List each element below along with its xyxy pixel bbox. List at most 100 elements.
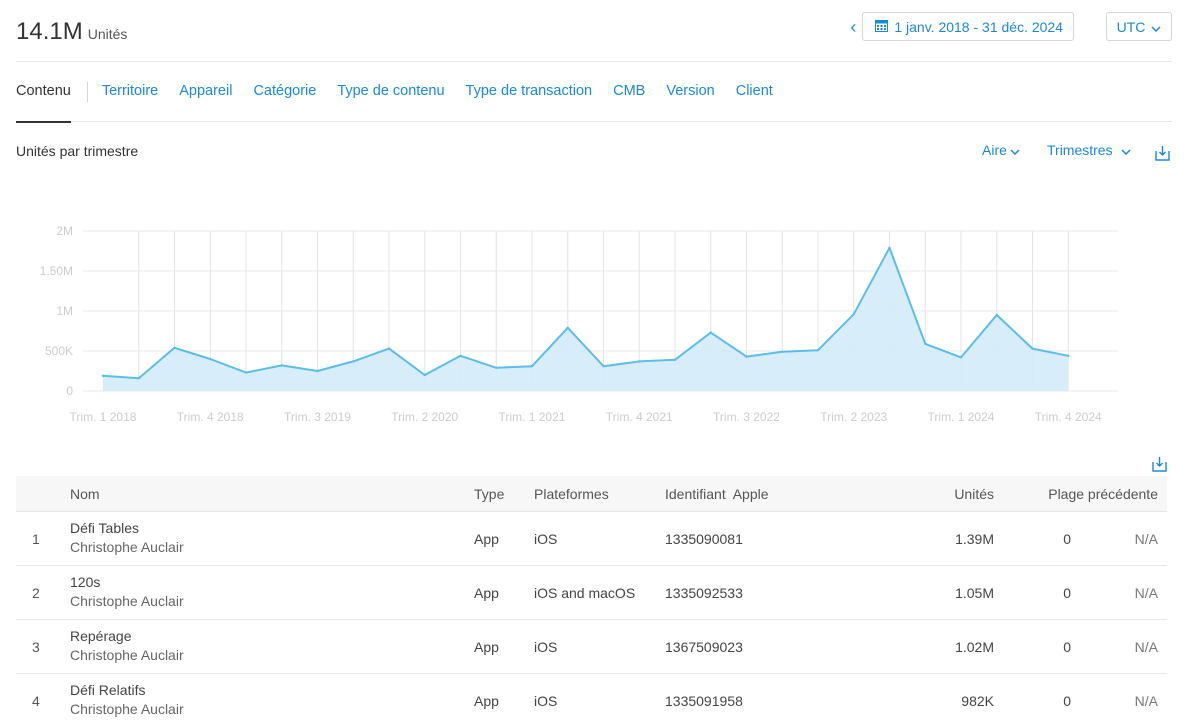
column-header-previous-range[interactable]: Plage précédente xyxy=(1048,486,1158,502)
chevron-down-icon xyxy=(1151,19,1161,35)
x-tick-label: Trim. 1 2018 xyxy=(70,410,137,424)
content-name: 120s Christophe Auclair xyxy=(70,574,184,609)
timezone-label: UTC xyxy=(1116,18,1146,35)
app-name: 120s xyxy=(70,574,101,590)
change-value: N/A xyxy=(1134,693,1158,709)
total-value: 14.1M xyxy=(16,18,83,45)
rank: 4 xyxy=(32,693,40,709)
data-point xyxy=(709,331,712,334)
timezone-select[interactable]: UTC xyxy=(1106,12,1172,41)
total-unit: Unités xyxy=(87,26,128,42)
y-tick-label: 2M xyxy=(56,224,73,238)
column-header-type[interactable]: Type xyxy=(474,486,505,502)
series-line-segment xyxy=(674,331,712,361)
platforms: iOS and macOS xyxy=(534,585,636,601)
data-point xyxy=(316,369,319,373)
data-point xyxy=(1031,347,1034,350)
series-line-segment xyxy=(352,347,390,363)
developer-name: Christophe Auclair xyxy=(70,539,184,555)
units-value: 1.02M xyxy=(955,639,994,655)
chart-type-select[interactable]: Aire xyxy=(982,142,1020,158)
table-row[interactable]: 4 Défi Relatifs Christophe Auclair App i… xyxy=(16,673,1167,724)
change-value: N/A xyxy=(1134,585,1158,601)
chart-title: Unités par trimestre xyxy=(16,143,139,159)
content-type: App xyxy=(474,639,499,655)
content-name: Défi Tables Christophe Auclair xyxy=(70,520,184,555)
table-row[interactable]: 2 120s Christophe Auclair App iOS and ma… xyxy=(16,565,1167,619)
series-line-segment xyxy=(603,360,640,368)
tab-cmb[interactable]: CMB xyxy=(613,82,646,99)
apple-id: 1335091958 xyxy=(665,693,743,709)
period-select[interactable]: Trimestres xyxy=(1047,142,1131,158)
tab-version[interactable]: Version xyxy=(666,82,715,99)
column-header-units[interactable]: Unités xyxy=(954,486,994,502)
data-point xyxy=(244,371,248,374)
series-line-segment xyxy=(209,358,247,374)
platforms: iOS xyxy=(534,531,558,547)
series-line-segment xyxy=(138,347,176,379)
series-line-segment xyxy=(852,247,891,315)
previous-range-value: 0 xyxy=(1063,531,1071,547)
chevron-down-icon xyxy=(1010,142,1020,158)
content-table: Nom Type Plateformes Identifiant Apple U… xyxy=(16,476,1167,724)
tab-type-de-transaction[interactable]: Type de transaction xyxy=(465,82,593,99)
data-point xyxy=(816,349,820,352)
data-point xyxy=(1067,354,1070,357)
data-point xyxy=(673,358,677,361)
rank: 2 xyxy=(32,585,40,601)
x-tick-label: Trim. 1 2021 xyxy=(499,410,566,424)
column-header-name[interactable]: Nom xyxy=(70,486,100,502)
data-point xyxy=(459,354,462,357)
chevron-down-icon xyxy=(1121,142,1131,158)
rank: 1 xyxy=(32,531,40,547)
download-chart-icon[interactable] xyxy=(1155,145,1170,166)
date-navigation: ‹ 1 janv. 2018 - 31 déc. 2024 xyxy=(850,12,1074,41)
table-row[interactable]: 3 Repérage Christophe Auclair App iOS 13… xyxy=(16,619,1167,673)
tab-separator xyxy=(86,81,88,102)
download-table-icon[interactable] xyxy=(1152,456,1167,477)
series-line-segment xyxy=(460,354,497,369)
data-point xyxy=(209,357,212,361)
table-header: Nom Type Plateformes Identifiant Apple U… xyxy=(16,476,1167,511)
period-label: Trimestres xyxy=(1047,142,1113,158)
date-range-button[interactable]: 1 janv. 2018 - 31 déc. 2024 xyxy=(862,12,1074,41)
series-line-segment xyxy=(245,364,282,374)
tab-client[interactable]: Client xyxy=(735,82,773,99)
data-point xyxy=(280,364,283,367)
series-line-segment xyxy=(1032,347,1069,357)
tab-territoire[interactable]: Territoire xyxy=(101,82,159,99)
data-point xyxy=(387,347,391,350)
column-header-platforms[interactable]: Plateformes xyxy=(534,486,609,502)
x-tick-label: Trim. 3 2022 xyxy=(713,410,780,424)
tab-categorie[interactable]: Catégorie xyxy=(253,82,317,99)
data-point xyxy=(781,350,784,353)
rank: 3 xyxy=(32,639,40,655)
date-range-label: 1 janv. 2018 - 31 déc. 2024 xyxy=(894,18,1063,35)
data-point xyxy=(852,313,855,316)
area-fill xyxy=(103,247,1069,391)
series-line-segment xyxy=(281,364,318,372)
x-tick-label: Trim. 4 2018 xyxy=(177,410,244,424)
previous-range-value: 0 xyxy=(1063,585,1071,601)
column-header-apple-id[interactable]: Identifiant Apple xyxy=(665,486,769,502)
y-tick-label: 1.50M xyxy=(40,264,73,278)
data-point xyxy=(495,366,498,369)
series-line-segment xyxy=(531,327,569,367)
x-tick-label: Trim. 1 2024 xyxy=(928,410,995,424)
series-line-segment xyxy=(782,349,819,353)
table-row[interactable]: 1 Défi Tables Christophe Auclair App iOS… xyxy=(16,511,1167,565)
units-area-chart: 2M 1.50M 1M 500K 0 Trim. 1 2018 Trim. 4 2018 Tr… xyxy=(40,224,1118,424)
tab-contenu[interactable]: Contenu xyxy=(16,62,71,123)
apple-id: 1367509023 xyxy=(665,639,743,655)
series-line-segment xyxy=(174,346,211,360)
data-point xyxy=(638,360,641,363)
content-name: Défi Relatifs Christophe Auclair xyxy=(70,682,184,717)
content-type: App xyxy=(474,531,499,547)
previous-period-button[interactable]: ‹ xyxy=(850,16,857,37)
data-point xyxy=(101,374,105,377)
tab-type-de-contenu[interactable]: Type de contenu xyxy=(337,82,445,99)
tab-appareil[interactable]: Appareil xyxy=(179,82,233,99)
y-tick-label: 0 xyxy=(66,384,73,398)
content-type: App xyxy=(474,693,499,709)
series-line-segment xyxy=(317,360,354,372)
